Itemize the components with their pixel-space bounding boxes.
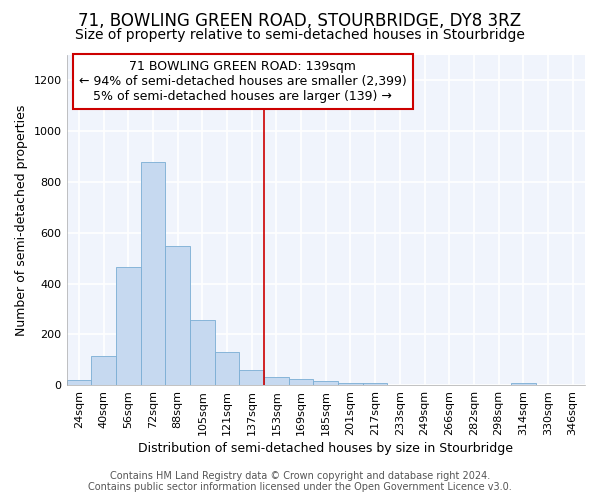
Text: 71 BOWLING GREEN ROAD: 139sqm
← 94% of semi-detached houses are smaller (2,399)
: 71 BOWLING GREEN ROAD: 139sqm ← 94% of s… bbox=[79, 60, 407, 103]
Bar bbox=[363, 382, 388, 385]
Bar bbox=[239, 370, 264, 385]
Bar bbox=[215, 352, 239, 385]
Bar bbox=[313, 382, 338, 385]
Bar bbox=[91, 356, 116, 385]
Text: Contains HM Land Registry data © Crown copyright and database right 2024.
Contai: Contains HM Land Registry data © Crown c… bbox=[88, 471, 512, 492]
Bar bbox=[264, 378, 289, 385]
Text: Size of property relative to semi-detached houses in Stourbridge: Size of property relative to semi-detach… bbox=[75, 28, 525, 42]
Bar bbox=[116, 267, 140, 385]
X-axis label: Distribution of semi-detached houses by size in Stourbridge: Distribution of semi-detached houses by … bbox=[138, 442, 513, 455]
Bar bbox=[140, 162, 165, 385]
Text: 71, BOWLING GREEN ROAD, STOURBRIDGE, DY8 3RZ: 71, BOWLING GREEN ROAD, STOURBRIDGE, DY8… bbox=[79, 12, 521, 30]
Bar bbox=[165, 246, 190, 385]
Bar bbox=[338, 382, 363, 385]
Bar bbox=[190, 320, 215, 385]
Bar bbox=[289, 380, 313, 385]
Y-axis label: Number of semi-detached properties: Number of semi-detached properties bbox=[15, 104, 28, 336]
Bar bbox=[67, 380, 91, 385]
Bar bbox=[511, 382, 536, 385]
